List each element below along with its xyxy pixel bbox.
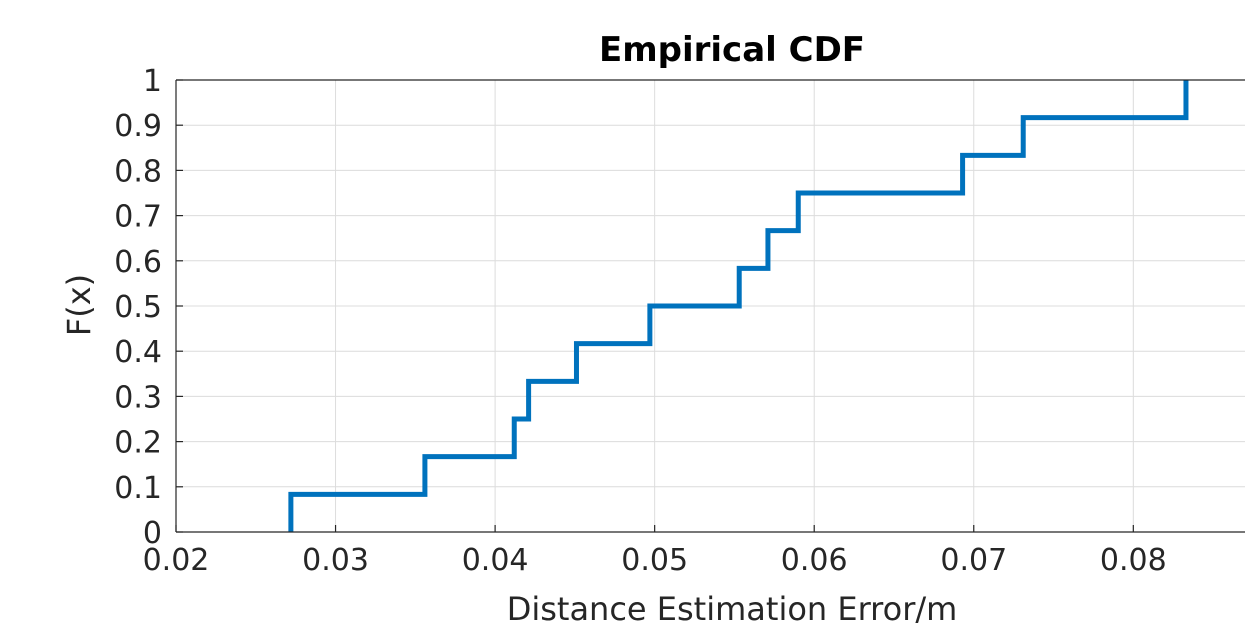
tick-labels: 0.02 0.03 0.04 0.05 0.06 0.07 0.08 0 0.1 0.2 0.3 0.… bbox=[114, 64, 1166, 578]
axes bbox=[175, 79, 1245, 533]
x-tick-label: 0.07 bbox=[940, 543, 1007, 578]
x-axis-label: Distance Estimation Error/m bbox=[507, 590, 958, 628]
chart-title: Empirical CDF bbox=[599, 30, 865, 70]
y-axis-label: F(x) bbox=[60, 274, 98, 336]
x-tick-label: 0.03 bbox=[302, 543, 369, 578]
y-tick-label: 0.5 bbox=[114, 290, 162, 325]
y-tick-label: 0.2 bbox=[114, 426, 162, 461]
x-tick-label: 0.04 bbox=[462, 543, 529, 578]
y-tick-label: 0.3 bbox=[114, 380, 162, 415]
x-tick-label: 0.08 bbox=[1100, 543, 1167, 578]
series-layer bbox=[288, 80, 1189, 532]
y-tick-label: 0.6 bbox=[114, 245, 162, 280]
y-tick-label: 0 bbox=[143, 516, 162, 551]
y-tick-label: 0.9 bbox=[114, 109, 162, 144]
y-tick-label: 0.7 bbox=[114, 200, 162, 235]
y-tick-label: 0.1 bbox=[114, 471, 162, 506]
cdf-series-line bbox=[288, 80, 1189, 532]
x-tick-label: 0.02 bbox=[143, 543, 210, 578]
y-tick-label: 0.4 bbox=[114, 335, 162, 370]
x-tick-label: 0.06 bbox=[781, 543, 848, 578]
y-tick-label: 0.8 bbox=[114, 154, 162, 189]
y-tick-label: 1 bbox=[143, 64, 162, 99]
x-tick-label: 0.05 bbox=[621, 543, 688, 578]
